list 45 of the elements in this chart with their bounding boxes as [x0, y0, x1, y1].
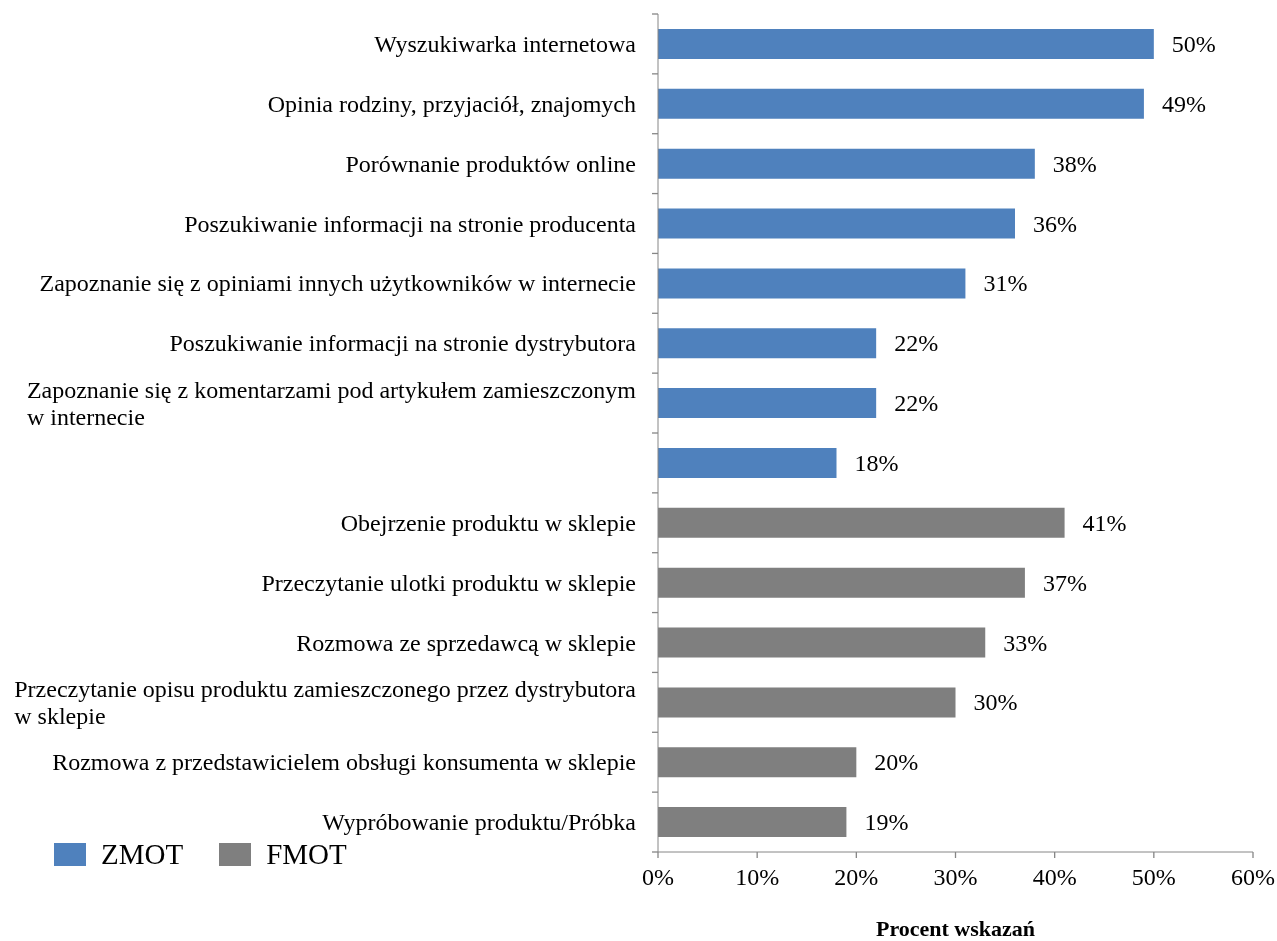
- x-axis-title: Procent wskazań: [875, 915, 1036, 941]
- y-tick-label: Przeczytanie opisu produktu zamieszczonego przez dystrybutora w sklepie: [14, 675, 637, 729]
- bar: [658, 447, 837, 478]
- bar: [658, 148, 1035, 179]
- x-tick-label: 40%: [1032, 863, 1077, 890]
- data-label: 19%: [864, 809, 909, 836]
- bar: [658, 328, 877, 359]
- y-tick-label: Rozmowa ze sprzedawcą w sklepie: [296, 629, 636, 656]
- y-tick-label: Wypróbowanie produktu/Próbka: [322, 809, 637, 836]
- y-tick-label: Obejrzenie produktu w sklepie: [340, 509, 636, 536]
- x-tick-label: 50%: [1131, 863, 1176, 890]
- data-label: 37%: [1042, 569, 1087, 596]
- bar: [658, 208, 1015, 239]
- data-label: 49%: [1161, 90, 1206, 117]
- data-label: 22%: [894, 330, 939, 357]
- data-label: 30%: [973, 689, 1018, 716]
- y-tick-label: Rozmowa z przedstawicielem obsługi konsumenta w sklepie: [52, 749, 636, 776]
- data-label: 33%: [1003, 629, 1048, 656]
- bar: [658, 388, 877, 419]
- y-tick-label: Wyszukiwarka internetowa: [374, 30, 637, 57]
- data-label: 18%: [854, 449, 899, 476]
- y-tick-label: Opinia rodziny, przyjaciół, znajomych: [267, 90, 636, 117]
- y-tick-label: Porównanie produktów online: [345, 150, 636, 177]
- data-label: 41%: [1082, 509, 1127, 536]
- y-tick-label: Poszukiwanie informacji na stronie producenta: [184, 210, 637, 237]
- bar: [658, 268, 966, 299]
- bar: [658, 28, 1154, 59]
- legend-label: ZMOT: [101, 838, 184, 871]
- x-tick-label: 30%: [933, 863, 978, 890]
- data-label: 38%: [1052, 150, 1097, 177]
- bar: [658, 88, 1144, 119]
- legend-label: FMOT: [266, 838, 347, 871]
- y-tick-label: Przeczytanie ulotki produktu w sklepie: [261, 569, 636, 596]
- x-tick-label: 0%: [642, 863, 674, 890]
- data-label: 20%: [874, 749, 919, 776]
- x-tick-label: 20%: [834, 863, 879, 890]
- data-label: 36%: [1033, 210, 1077, 237]
- x-tick-label: 60%: [1231, 863, 1275, 890]
- data-label: 31%: [983, 270, 1028, 297]
- data-label: 22%: [894, 390, 939, 417]
- data-label: 50%: [1171, 30, 1216, 57]
- x-tick-label: 10%: [735, 863, 780, 890]
- y-tick-label: Zapoznanie się z komentarzami pod artykułem zamieszczonym w internecie: [26, 376, 637, 430]
- y-tick-label: Poszukiwanie informacji na stronie dystrybutora: [169, 330, 637, 357]
- y-tick-label: Zapoznanie się z opiniami innych użytkowników w internecie: [39, 270, 636, 297]
